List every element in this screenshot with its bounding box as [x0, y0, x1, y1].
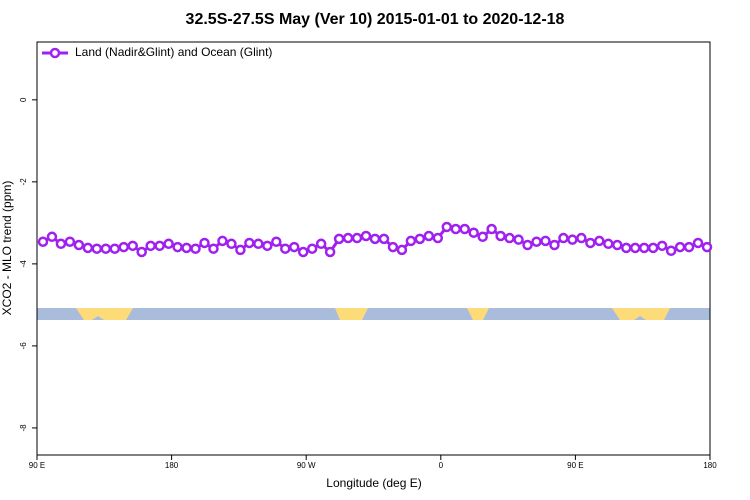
- data-point: [190, 243, 201, 254]
- data-point: [683, 241, 695, 253]
- data-point: [567, 234, 578, 245]
- data-point: [540, 235, 551, 247]
- y-tick-label: -6: [19, 342, 28, 350]
- data-point: [495, 230, 506, 242]
- data-point: [91, 243, 103, 254]
- data-point: [423, 230, 435, 242]
- y-tick-label: -4: [19, 260, 28, 268]
- data-point: [100, 243, 112, 254]
- y-axis-label: XCO2 - MLO trend (ppm): [0, 181, 14, 316]
- data-point: [441, 221, 453, 233]
- data-point: [585, 237, 596, 249]
- data-point: [145, 240, 156, 252]
- data-point: [558, 232, 569, 244]
- data-point: [37, 236, 49, 247]
- data-point: [64, 236, 76, 247]
- data-point: [297, 246, 309, 258]
- data-point: [127, 240, 138, 252]
- data-point: [262, 240, 273, 252]
- x-axis-label: Longitude (deg E): [326, 476, 421, 490]
- data-point: [271, 236, 282, 247]
- x-tick-label: 90 E: [567, 461, 583, 470]
- x-tick-label: 90 W: [297, 461, 316, 470]
- data-point: [163, 238, 174, 250]
- legend-label: Land (Nadir&Glint) and Ocean (Glint): [75, 45, 272, 59]
- data-point: [181, 242, 192, 254]
- data-point: [315, 238, 327, 250]
- data-point: [665, 245, 677, 257]
- data-point: [620, 242, 632, 254]
- data-point: [468, 227, 479, 238]
- x-tick-label: 180: [703, 461, 717, 470]
- legend-marker: [49, 47, 61, 59]
- data-point: [549, 239, 560, 251]
- data-point: [674, 241, 686, 253]
- data-point: [235, 244, 246, 256]
- data-point: [513, 234, 524, 245]
- data-point: [405, 235, 417, 247]
- data-point: [692, 237, 704, 249]
- data-point: [280, 243, 291, 254]
- data-point: [594, 235, 605, 247]
- legend: Land (Nadir&Glint) and Ocean (Glint): [42, 45, 272, 59]
- data-point: [629, 242, 641, 254]
- data-point: [46, 231, 58, 243]
- data-point: [244, 237, 255, 249]
- data-point: [253, 238, 264, 250]
- data-point: [603, 238, 614, 250]
- data-point: [486, 223, 497, 235]
- data-point: [351, 232, 363, 244]
- x-tick-label: 90 E: [29, 461, 45, 470]
- data-point: [73, 239, 85, 251]
- data-point: [531, 236, 542, 247]
- data-point: [387, 241, 399, 253]
- data-point: [432, 232, 444, 244]
- chart-title: 32.5S-27.5S May (Ver 10) 2015-01-01 to 2…: [186, 11, 565, 28]
- data-point: [55, 238, 67, 250]
- data-point: [459, 223, 470, 235]
- data-point: [369, 233, 381, 245]
- data-point: [414, 233, 426, 245]
- data-point: [333, 233, 345, 245]
- data-point: [118, 241, 129, 253]
- data-point: [154, 240, 165, 252]
- data-point: [226, 238, 237, 250]
- data-point: [576, 232, 587, 244]
- data-point: [172, 241, 183, 253]
- data-point: [360, 230, 372, 242]
- data-point: [306, 243, 318, 254]
- x-tick-label: 0: [439, 461, 444, 470]
- data-point: [324, 246, 336, 258]
- data-point: [136, 246, 147, 258]
- data-point: [647, 242, 659, 254]
- y-tick-label: 0: [19, 97, 28, 102]
- data-point: [217, 235, 228, 247]
- data-point: [612, 239, 623, 251]
- data-point: [638, 242, 650, 254]
- data-point: [208, 243, 219, 254]
- data-point: [522, 239, 533, 251]
- data-point: [82, 242, 94, 254]
- data-point: [656, 240, 668, 252]
- data-point: [288, 241, 300, 253]
- y-tick-label: -8: [19, 424, 28, 432]
- data-point: [109, 243, 121, 254]
- data-point: [477, 231, 488, 243]
- y-tick-label: -2: [19, 178, 28, 186]
- data-point: [701, 241, 713, 253]
- data-point: [342, 232, 354, 244]
- data-point: [199, 237, 210, 249]
- data-point: [378, 233, 390, 245]
- x-tick-label: 180: [165, 461, 179, 470]
- surface-strip: [37, 308, 710, 320]
- data-point: [450, 223, 462, 235]
- data-point: [396, 244, 408, 256]
- data-point: [504, 232, 515, 244]
